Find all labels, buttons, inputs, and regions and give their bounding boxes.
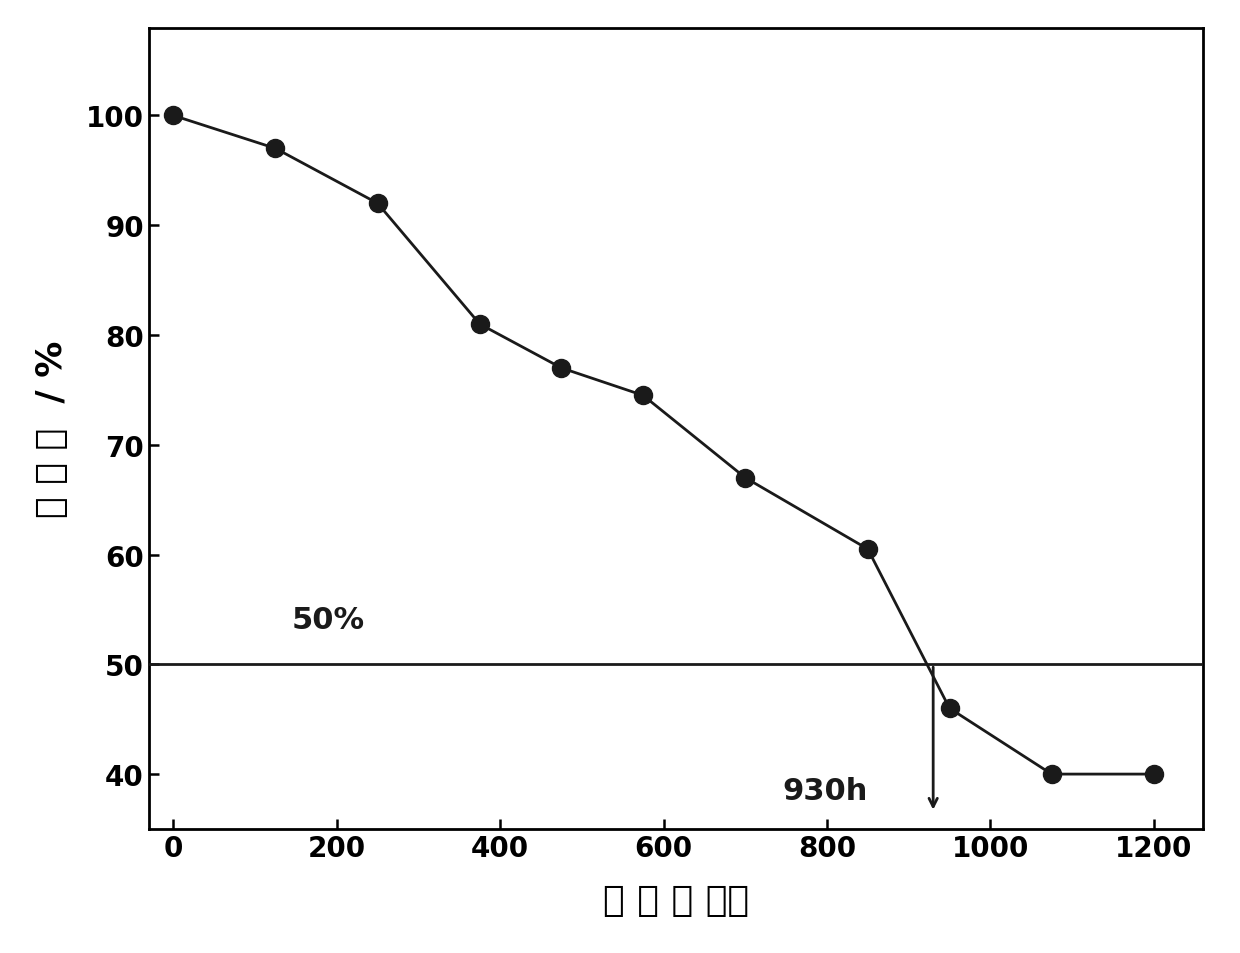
X-axis label: 时 间 ／ 小时: 时 间 ／ 小时 [603, 882, 749, 917]
Text: 930h: 930h [782, 777, 868, 805]
Y-axis label: 保 光 率  / %: 保 光 率 / % [35, 340, 69, 517]
Text: 50%: 50% [291, 605, 365, 634]
